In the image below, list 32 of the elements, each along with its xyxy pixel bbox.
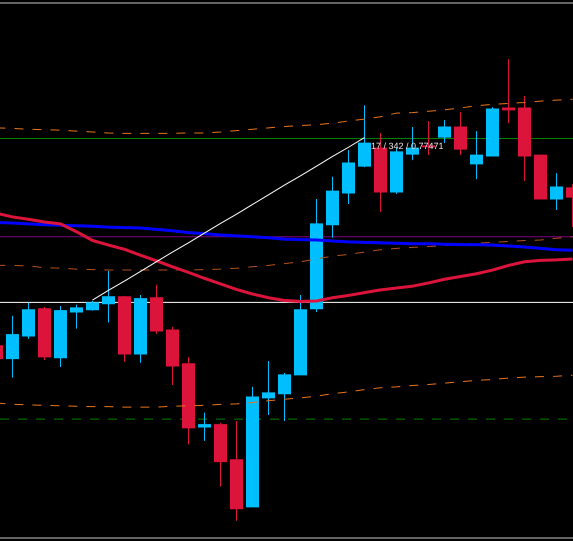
candlestick <box>150 284 163 334</box>
candlestick <box>342 150 355 205</box>
candlestick <box>470 130 484 180</box>
candlestick <box>294 294 307 376</box>
candlestick <box>214 422 227 488</box>
candlestick <box>166 326 179 386</box>
candlestick <box>86 300 99 312</box>
candlestick <box>262 360 275 416</box>
candlestick <box>310 198 323 313</box>
candlestick <box>134 294 147 364</box>
candlestick <box>326 176 339 238</box>
candlestick <box>118 295 131 362</box>
candlestick <box>438 120 452 144</box>
candlestick <box>6 315 19 378</box>
candlestick <box>102 270 115 324</box>
candlestick <box>278 372 291 422</box>
candlestick <box>38 306 51 361</box>
candlestick <box>182 356 195 446</box>
candlestick <box>390 148 404 194</box>
candlestick <box>358 104 372 168</box>
candlestick <box>518 96 532 182</box>
candlestick <box>550 172 564 211</box>
candlestick <box>198 412 211 442</box>
candlestick <box>230 420 243 522</box>
candlestick <box>502 58 516 124</box>
candlestick <box>246 386 259 508</box>
candlestick <box>54 306 67 368</box>
candlestick <box>454 112 468 156</box>
candlestick <box>534 154 548 200</box>
candlestick <box>486 106 500 157</box>
candlestick <box>70 304 83 330</box>
candlestick <box>22 302 35 340</box>
